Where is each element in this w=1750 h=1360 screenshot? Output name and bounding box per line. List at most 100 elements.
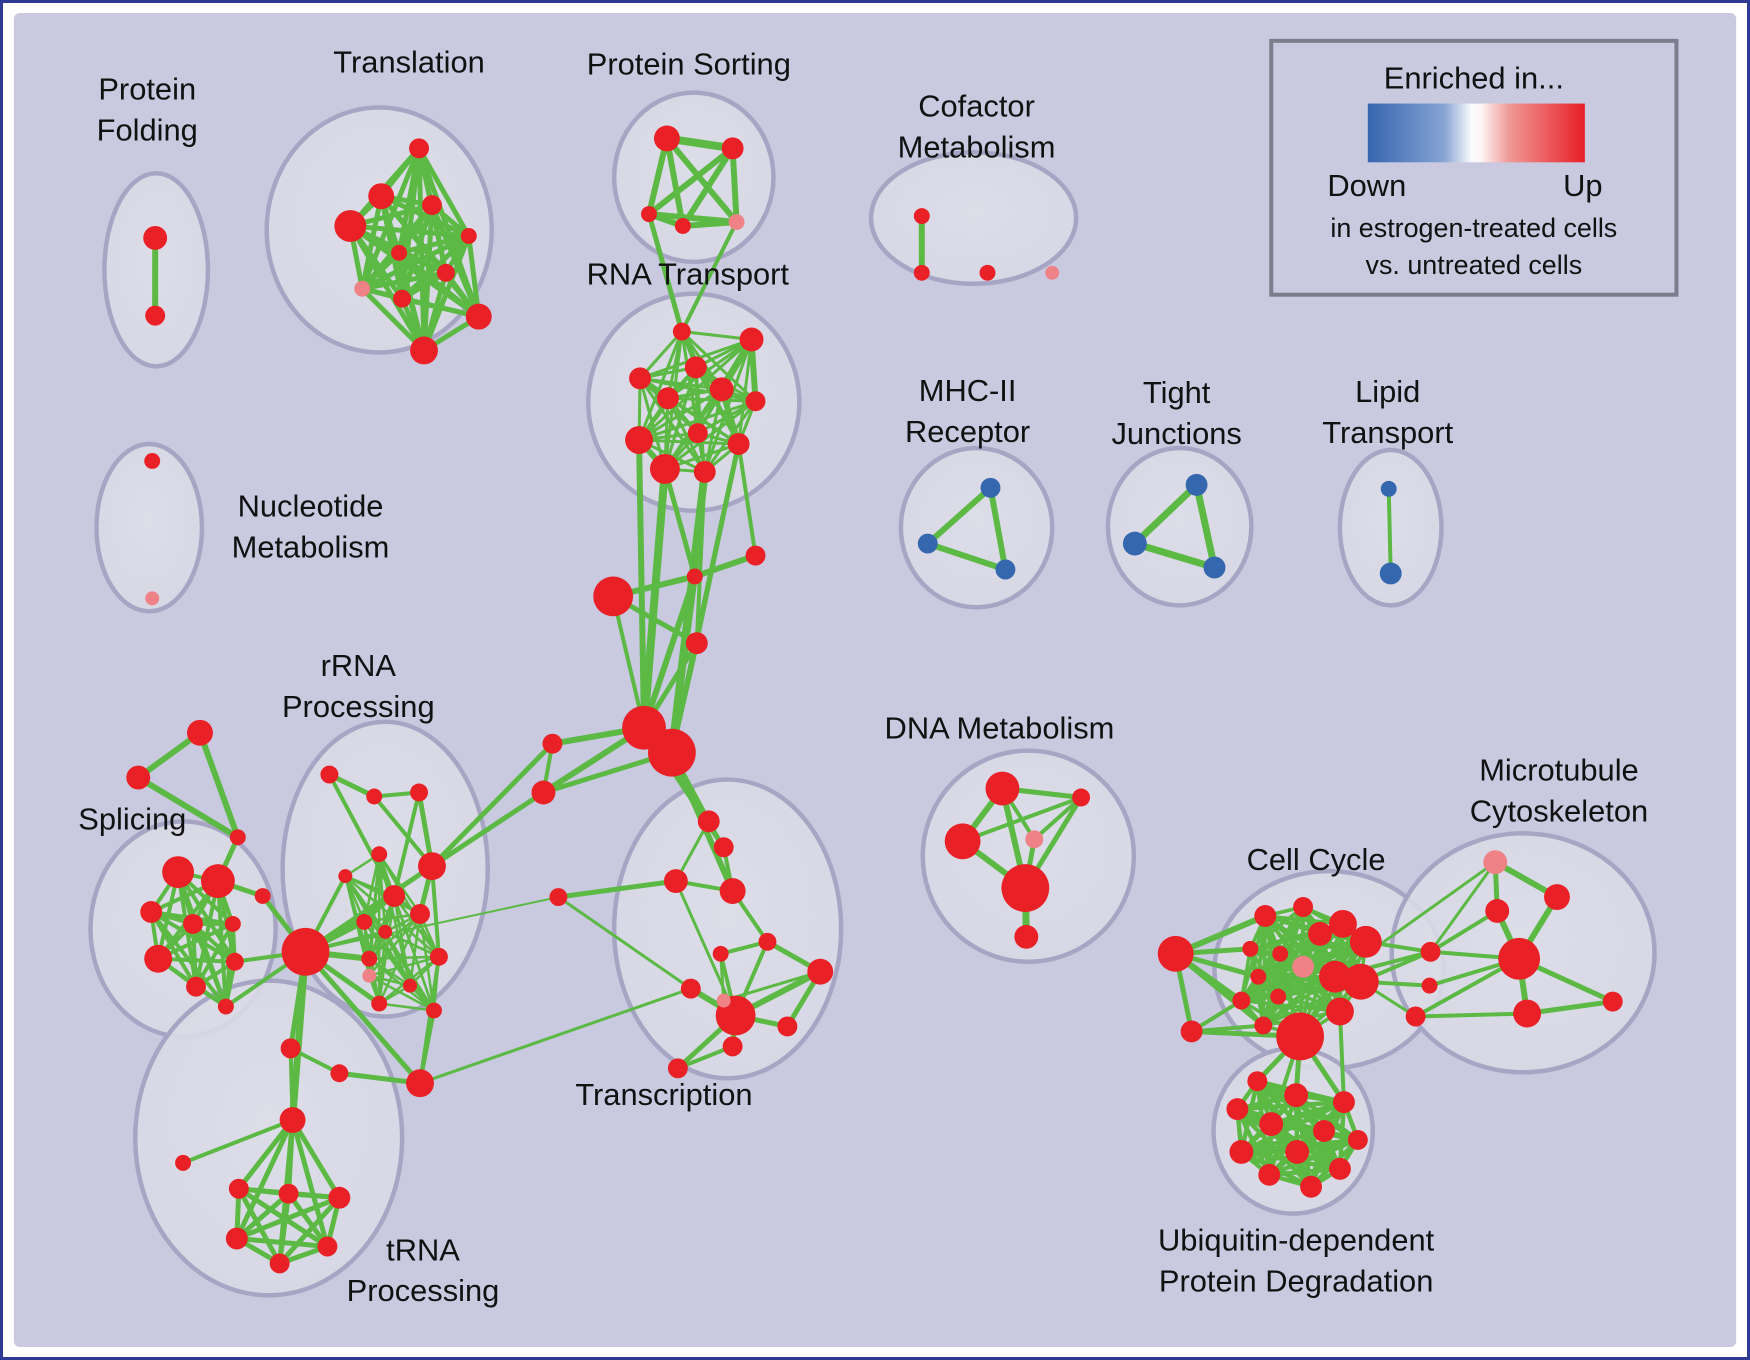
node-cc18-red (1421, 977, 1438, 994)
edge (396, 233, 472, 256)
edge (290, 1117, 342, 1201)
node-ub12-red (1300, 1175, 1323, 1198)
node-rt2-red (739, 327, 764, 352)
node-x7-red (680, 978, 701, 999)
node-r13-red (371, 995, 388, 1012)
node-d5-red (1001, 864, 1050, 912)
node-s3-red (140, 901, 163, 923)
node-rt12-red (693, 460, 716, 483)
edge (359, 270, 449, 292)
node-m1-pink (1483, 850, 1508, 875)
network-nodes (126, 125, 1623, 1274)
node-mh1-blue (980, 477, 1001, 498)
edge (555, 878, 679, 900)
node-u2-red (228, 1178, 249, 1199)
cluster-label-protein-folding: Folding (97, 112, 198, 147)
node-x8-red (807, 958, 834, 985)
node-ps5-pink (728, 214, 745, 230)
cluster-label-transcription: Transcription (575, 1077, 752, 1112)
edge (638, 376, 758, 403)
cluster-label-protein-folding: Protein (98, 72, 196, 107)
edge (737, 338, 754, 446)
node-m4-red (1498, 937, 1541, 980)
node-ccB-red (1180, 1020, 1203, 1043)
node-rt10-red (727, 433, 750, 455)
edge (637, 399, 758, 442)
node-d6-red (1014, 924, 1039, 949)
edge (663, 135, 740, 226)
node-x3-red (663, 869, 688, 894)
node-r9-red (378, 924, 393, 939)
node-ps4-red (674, 218, 691, 234)
edge (303, 949, 423, 1086)
edge (429, 864, 441, 959)
edge (637, 438, 741, 446)
node-m7-red (1602, 991, 1623, 1012)
node-cf4-pink (1045, 265, 1060, 280)
edge (641, 573, 698, 731)
node-cc9-red (1319, 960, 1351, 993)
edge (367, 955, 441, 961)
node-rbig-red (418, 852, 446, 881)
node-u4-red (328, 1186, 351, 1209)
edge (359, 233, 472, 292)
node-s1-red (162, 856, 195, 889)
edge (399, 233, 472, 302)
node-s5-red (224, 915, 241, 932)
cluster-label-nucleotide-metabolism: Metabolism (232, 530, 390, 565)
legend-caption-line1: in estrogen-treated cells (1330, 213, 1617, 243)
node-r11-red (361, 950, 378, 967)
node-r18-red (406, 1069, 434, 1098)
node-rt7-red (745, 391, 766, 412)
cluster-label-microtubule-cytoskeleton: Cytoskeleton (1470, 793, 1648, 828)
node-t10-red (465, 303, 492, 330)
node-cf2-red (913, 264, 930, 281)
edge (344, 874, 422, 916)
node-tj3-blue (1203, 556, 1226, 579)
node-ccL-red (1157, 935, 1194, 972)
edge (466, 233, 482, 320)
node-t1-red (409, 138, 429, 159)
node-x5-red (712, 945, 729, 962)
edge (1032, 795, 1084, 842)
node-ub3-red (1332, 1091, 1355, 1114)
edge (666, 396, 741, 446)
edge (372, 794, 434, 869)
edge (1248, 905, 1305, 951)
edge (367, 974, 412, 987)
edge (377, 1002, 436, 1012)
edge (640, 464, 669, 732)
node-u0-red (279, 1107, 306, 1133)
edge (1413, 1011, 1530, 1019)
cluster-label-trna-processing: Processing (347, 1273, 500, 1308)
edge (383, 930, 436, 1012)
node-m6-red (1513, 999, 1542, 1028)
node-r8-red (356, 913, 373, 930)
edge (924, 484, 994, 547)
node-c2-red (686, 568, 703, 585)
node-h1-red (281, 927, 330, 976)
node-t9-red (393, 289, 412, 308)
edge (176, 870, 237, 964)
edge (666, 338, 754, 400)
node-u5-red (225, 1227, 248, 1250)
cluster-ellipse-mhc-ii-receptor (898, 445, 1055, 610)
node-tj1-blue (1185, 473, 1208, 496)
cluster-label-lipid-transport: Lipid (1355, 374, 1420, 409)
edge (1429, 860, 1497, 954)
node-s6-red (144, 944, 173, 973)
node-d3-red (944, 823, 981, 860)
edge (696, 399, 758, 435)
node-mh3-blue (995, 559, 1016, 580)
edge (611, 594, 647, 730)
cluster-ellipse-tight-junctions (1105, 445, 1254, 608)
node-pf2-red (145, 305, 166, 326)
node-s4-red (183, 913, 203, 934)
edge (646, 135, 670, 218)
node-d2-red (1072, 788, 1091, 807)
node-cc1-red (1254, 905, 1277, 927)
node-nm1-red (144, 453, 161, 469)
node-x11-red (722, 1036, 743, 1057)
node-r14-red (403, 978, 418, 993)
